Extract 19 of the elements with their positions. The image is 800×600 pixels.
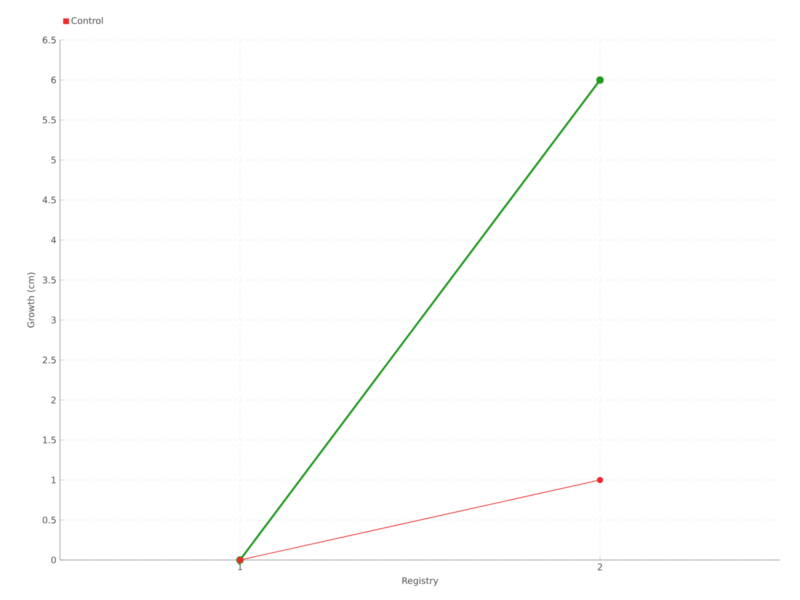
y-tick-label: 0.5	[42, 516, 56, 524]
y-tick-label: 6	[51, 76, 56, 84]
y-tick-label: 5.5	[42, 116, 56, 124]
y-tick-label: 5	[51, 156, 56, 164]
y-tick-label: 3.5	[42, 276, 56, 284]
y-tick-label: 1.5	[43, 436, 56, 444]
y-tick-label: 2	[51, 396, 56, 404]
y-tick-label: 4	[51, 236, 56, 244]
y-tick-label: 0	[51, 556, 56, 564]
x-axis-title: Registry	[402, 577, 438, 586]
y-tick-label: 4.5	[42, 196, 56, 204]
y-tick-label: 3	[51, 316, 56, 324]
legend-label: Control	[72, 17, 103, 24]
y-tick-label: 1	[52, 476, 56, 484]
point	[596, 76, 604, 84]
point	[596, 476, 604, 484]
y-axis-title: Growth (cm)	[27, 272, 36, 328]
y-tick-label: 2.5	[42, 356, 56, 364]
y-tick-label: 6.5	[42, 36, 56, 44]
